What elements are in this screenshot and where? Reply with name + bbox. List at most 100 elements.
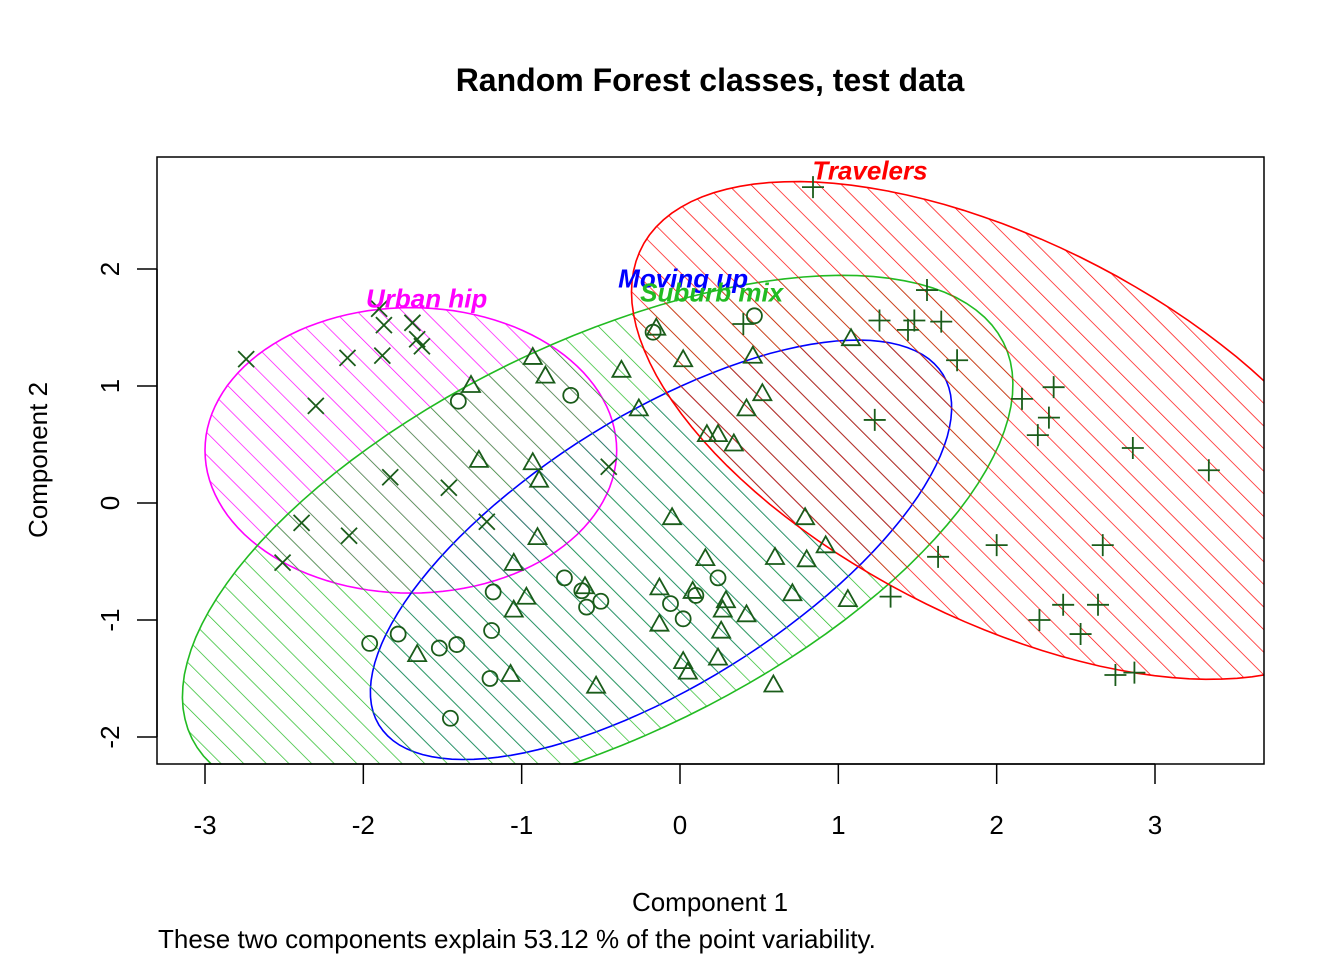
data-point-suburb-mix [682,580,704,599]
data-point-urban-hip [340,527,358,545]
data-point-urban-hip [237,350,255,368]
cluster-label-urban-hip: Urban hip [366,283,487,313]
data-point-suburb-mix [723,432,745,452]
data-point-suburb-mix [781,582,803,602]
data-point-suburb-mix [794,506,816,526]
data-point-suburb-mix [574,575,596,595]
data-point-travelers [1037,406,1060,429]
data-point-suburb-mix [796,548,818,568]
x-tick-label: -1 [510,810,533,840]
y-tick-label: 0 [95,496,125,510]
data-point-travelers [897,318,919,341]
data-point-suburb-mix [406,643,428,662]
data-point-moving-up [562,386,580,404]
data-point-moving-up [389,625,407,643]
data-point-travelers [879,585,902,608]
data-point-suburb-mix [815,534,837,554]
cluster-label-travelers: Travelers [812,156,927,186]
data-point-travelers [927,545,950,568]
x-tick-label: -3 [193,810,216,840]
data-point-suburb-mix [661,506,683,526]
data-point-suburb-mix [762,673,784,693]
data-point-travelers [1197,459,1220,482]
data-point-suburb-mix [840,327,862,347]
data-point-moving-up [662,595,679,613]
data-point-suburb-mix [707,423,729,443]
data-point-moving-up [481,670,499,687]
data-point-travelers [1121,437,1144,460]
y-axis: -2 -1 0 1 2 [95,262,158,749]
data-point-urban-hip [292,514,311,532]
cluster-label-moving-up: Moving up [618,263,748,293]
data-point-suburb-mix [672,348,694,368]
data-point-travelers [903,309,926,332]
data-point-suburb-mix [522,346,544,365]
data-point-suburb-mix [585,674,607,694]
x-tick-label: 2 [989,810,1003,840]
data-point-suburb-mix [503,552,525,571]
data-point-suburb-mix [837,588,859,608]
x-axis-label: Component 1 [632,887,788,917]
ellipse-travelers [630,180,1264,681]
data-point-travelers [1087,593,1109,616]
x-tick-label: -2 [352,810,375,840]
data-point-moving-up [578,598,595,616]
data-point-suburb-mix [694,547,716,567]
data-point-travelers [802,176,824,199]
data-point-urban-hip [373,346,391,365]
data-point-suburb-mix [677,660,699,680]
data-point-moving-up [449,392,467,410]
data-point-urban-hip [403,314,422,332]
chart-subtitle: These two components explain 53.12 % of … [158,924,876,954]
y-tick-label: 2 [95,262,125,276]
data-point-travelers [1026,424,1049,447]
data-point-urban-hip [440,479,458,497]
data-point-suburb-mix [735,603,758,623]
data-point-suburb-mix [764,546,786,565]
points-travelers [732,176,1220,686]
data-point-moving-up [746,307,763,325]
data-point-travelers [930,310,953,333]
data-point-travelers [1052,593,1075,616]
data-point-suburb-mix [628,397,650,417]
y-axis-label: Component 2 [23,382,53,538]
data-point-travelers [732,312,755,335]
data-point-urban-hip [478,513,496,531]
data-point-moving-up [484,583,502,601]
data-point-moving-up [674,610,692,628]
data-point-moving-up [556,569,573,587]
data-point-suburb-mix [522,451,544,471]
data-point-suburb-mix [710,619,732,639]
data-point-urban-hip [370,300,388,318]
data-point-moving-up [709,569,727,587]
data-point-suburb-mix [712,598,734,618]
data-point-moving-up [430,639,448,657]
data-point-suburb-mix [610,358,632,378]
data-point-travelers [863,408,886,431]
data-point-suburb-mix [526,526,549,545]
data-point-urban-hip [338,349,357,367]
data-point-travelers [985,534,1008,557]
points-urban-hip [237,300,618,572]
data-point-suburb-mix [648,576,670,596]
data-point-suburb-mix [528,468,550,488]
data-point-suburb-mix [500,663,522,682]
data-point-suburb-mix [534,364,556,384]
x-axis: -3 -2 -1 0 1 2 3 [193,763,1162,840]
data-point-travelers [1123,661,1146,684]
data-point-moving-up [361,635,379,652]
data-point-suburb-mix [672,650,694,670]
data-point-travelers [1028,609,1051,631]
data-point-travelers [1091,534,1114,557]
y-tick-label: -1 [95,608,125,631]
data-point-suburb-mix [645,316,667,336]
data-point-moving-up [483,622,500,639]
y-tick-label: 1 [95,379,125,393]
data-point-suburb-mix [751,382,773,402]
data-point-suburb-mix [707,646,729,666]
data-point-moving-up [592,592,610,610]
data-point-suburb-mix [735,397,758,417]
x-tick-label: 0 [673,810,687,840]
data-point-travelers [1011,387,1033,410]
